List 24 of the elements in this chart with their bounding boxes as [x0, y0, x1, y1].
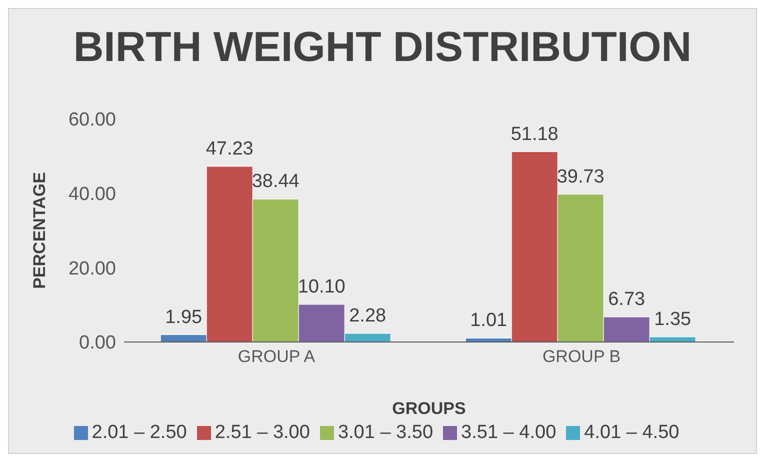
y-tick-label: 40.00	[68, 184, 116, 206]
y-tick-label: 60.00	[68, 110, 116, 131]
data-label: 6.73	[608, 288, 646, 310]
data-label: 39.73	[556, 166, 604, 188]
x-tick-label: GROUP B	[542, 347, 621, 366]
x-tick-label: GROUP A	[238, 347, 316, 366]
legend-label: 2.51 – 3.00	[214, 422, 310, 443]
legend-label: 3.01 – 3.50	[338, 422, 434, 443]
data-label: 38.44	[252, 171, 300, 192]
x-axis-title: GROUPS	[392, 399, 466, 418]
y-tick-label: 20.00	[68, 258, 116, 280]
data-label: 47.23	[206, 138, 254, 160]
data-label: 51.18	[510, 124, 558, 145]
data-label: 10.10	[298, 276, 346, 298]
data-label: 1.01	[470, 310, 508, 332]
data-label: 1.35	[654, 308, 692, 330]
chart-title: BIRTH WEIGHT DISTRIBUTION	[72, 22, 693, 72]
y-axis-title: PERCENTAGE	[30, 172, 50, 289]
data-label: 2.28	[349, 306, 386, 327]
data-label: 1.95	[165, 306, 202, 328]
y-tick-label: 0.00	[79, 332, 116, 354]
legend-label: 2.01 – 2.50	[92, 422, 187, 443]
legend-label: 4.01 – 4.50	[584, 422, 680, 443]
legend-label: 3.51 – 4.00	[461, 422, 556, 443]
